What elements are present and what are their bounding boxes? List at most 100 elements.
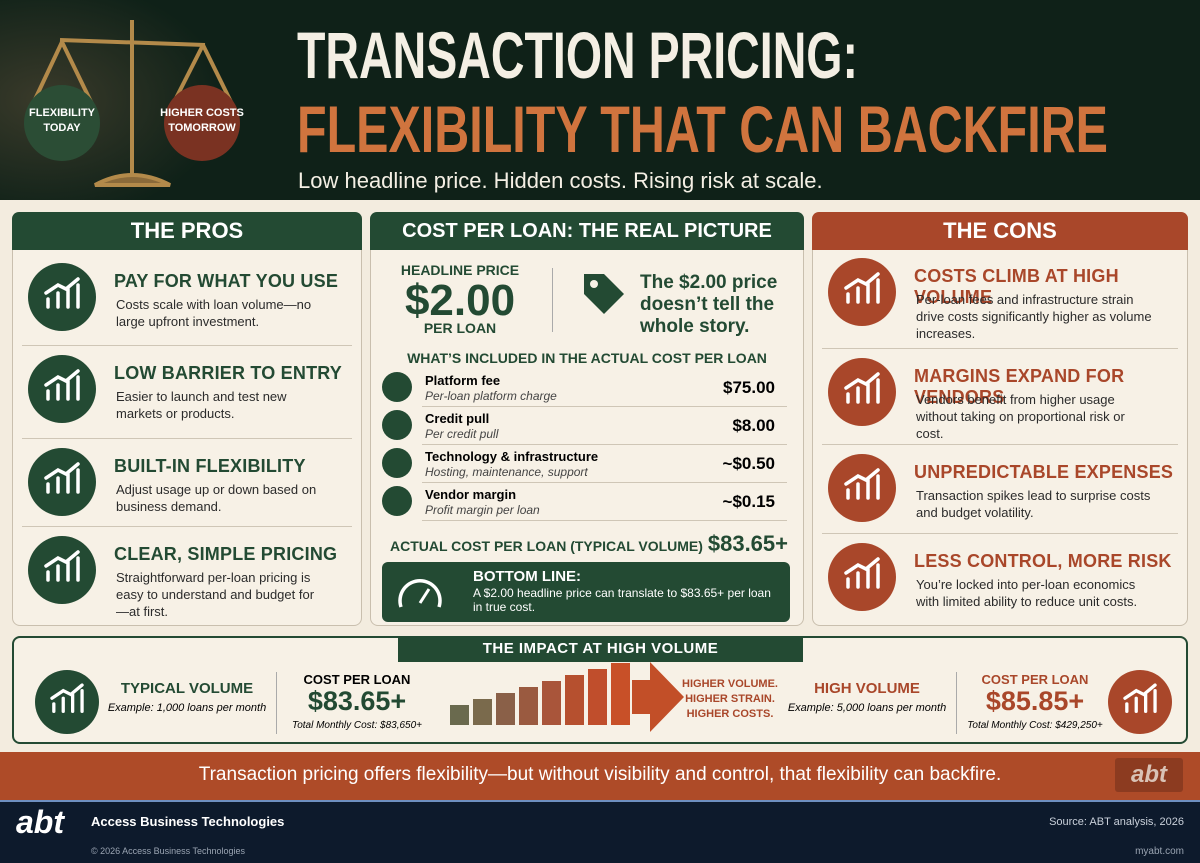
arrow-glyph: [632, 662, 684, 732]
headline-label: HEADLINE PRICE: [400, 262, 520, 278]
total-label: ACTUAL COST PER LOAN (TYPICAL VOLUME): [390, 538, 703, 554]
banner: [0, 752, 1200, 800]
item-name: Credit pull: [425, 411, 490, 426]
banner-text: Transaction pricing offers flexibility—b…: [198, 764, 1002, 785]
item-icon: [382, 448, 412, 478]
item-text: Per-loan fees and infrastructure strain …: [916, 292, 1152, 341]
divider: [552, 268, 553, 332]
bottom-line-box: [382, 562, 790, 622]
typical-label: TYPICAL VOLUME: [120, 680, 254, 697]
panel-title: THE CONS: [812, 212, 1188, 250]
callout: The $2.00 price doesn’t tell the whole s…: [640, 272, 778, 337]
bottom-line-text: A $2.00 headline price can translate to …: [473, 586, 771, 614]
footer-company: Access Business Technologies: [91, 814, 285, 829]
included-title: WHAT’S INCLUDED IN THE ACTUAL COST PER L…: [407, 350, 767, 366]
divider: [276, 672, 277, 734]
item-title: LOW BARRIER TO ENTRY: [114, 363, 342, 383]
icon: [828, 543, 896, 611]
arrow-text: HIGHER STRAIN.: [685, 693, 775, 705]
item-text: Straightforward per-loan pricing is easy…: [116, 570, 315, 619]
item-name: Vendor margin: [425, 487, 517, 502]
footer-copyright: © 2026 Access Business Technologies: [91, 846, 246, 856]
item-icon: [382, 372, 412, 402]
arrow-text: HIGHER VOLUME.: [682, 678, 778, 690]
volume-bar: [542, 681, 561, 725]
divider: [822, 533, 1178, 534]
volume-bar: [450, 705, 469, 725]
item-title: COSTS CLIMB AT HIGH VOLUME: [914, 266, 1119, 307]
volume-bar: [588, 669, 607, 725]
item-title: UNPREDICTABLE EXPENSES: [914, 462, 1174, 482]
divider: [22, 438, 352, 439]
divider: [822, 348, 1178, 349]
high-example: Example: 5,000 loans per month: [787, 702, 947, 714]
footer-url: myabt.com: [1135, 846, 1184, 857]
item-amount: $75.00: [723, 378, 775, 397]
icon-glyph: [844, 468, 880, 500]
banner-logo: abt: [1115, 758, 1183, 792]
volume-bar: [473, 699, 492, 725]
bottom-line-title: BOTTOM LINE:: [473, 568, 582, 585]
item-text: Transaction spikes lead to surprise cost…: [916, 488, 1151, 520]
item-text: Vendors benefit from higher usage withou…: [916, 392, 1125, 441]
subtitle: Low headline price. Hidden costs. Rising…: [298, 168, 823, 193]
item-title: MARGINS EXPAND FOR VENDORS: [914, 366, 1125, 407]
icon-glyph: [844, 372, 880, 404]
item-desc: Per credit pull: [425, 427, 499, 441]
divider: [422, 482, 787, 483]
volume-bar: [519, 687, 538, 725]
divider: [956, 672, 957, 734]
divider: [422, 406, 787, 407]
item-name: Technology & infrastructure: [425, 449, 599, 464]
icon: [28, 263, 96, 331]
arrow-text: HIGHER COSTS.: [686, 708, 774, 720]
item-name: Platform fee: [425, 373, 501, 388]
panel-title: THE PROS: [12, 212, 362, 250]
typical-cost-amount: $83.65+: [307, 686, 407, 716]
header: FLEXIBILITY TODAY HIGHER COSTS TOMORROW TR…: [0, 0, 1200, 200]
divider: [822, 444, 1178, 445]
footer: [0, 800, 1200, 863]
high-cost-amount: $85.85+: [985, 686, 1085, 716]
item-icon: [382, 410, 412, 440]
high-cost-total: Total Monthly Cost: $429,250+: [967, 720, 1103, 731]
icon: [1108, 670, 1172, 734]
item-text: Easier to launch and test new markets or…: [116, 389, 287, 421]
divider: [22, 345, 352, 346]
panel-title: COST PER LOAN: THE REAL PICTURE: [370, 212, 804, 250]
icon: [828, 358, 896, 426]
high-cost-label: COST PER LOAN: [981, 672, 1089, 687]
item-amount: ~$0.50: [722, 454, 775, 473]
scale-right-label: HIGHER COSTS TOMORROW: [160, 107, 244, 134]
high-label: HIGH VOLUME: [814, 680, 920, 697]
item-desc: Profit margin per loan: [425, 503, 540, 517]
item-title: CLEAR, SIMPLE PRICING: [114, 544, 338, 564]
item-title: PAY FOR WHAT YOU USE: [114, 271, 339, 291]
divider: [22, 526, 352, 527]
footer-source: Source: ABT analysis, 2026: [1049, 816, 1184, 828]
icon-glyph: [44, 462, 80, 494]
typical-example: Example: 1,000 loans per month: [107, 702, 267, 714]
item-amount: $8.00: [732, 416, 775, 435]
arrow: [632, 662, 684, 732]
item-text: Costs scale with loan volume—no large up…: [116, 297, 312, 329]
gauge-glyph: [398, 579, 442, 608]
icon-glyph: [1123, 683, 1157, 714]
tag-icon: [578, 268, 628, 318]
volume-bar: [496, 693, 515, 725]
item-icon: [382, 486, 412, 516]
icon-glyph: [844, 557, 880, 589]
item-title: LESS CONTROL, MORE RISK: [914, 551, 1172, 571]
divider: [422, 520, 787, 521]
icon-glyph: [44, 550, 80, 582]
icon: [28, 536, 96, 604]
icon-glyph: [44, 369, 80, 401]
item-text: Adjust usage up or down based on busines…: [116, 482, 317, 514]
icon-glyph: [844, 272, 880, 304]
icon: [28, 355, 96, 423]
icon: [828, 454, 896, 522]
item-amount: ~$0.15: [722, 492, 775, 511]
item-desc: Hosting, maintenance, support: [425, 465, 588, 479]
headline-unit: PER LOAN: [423, 320, 497, 336]
